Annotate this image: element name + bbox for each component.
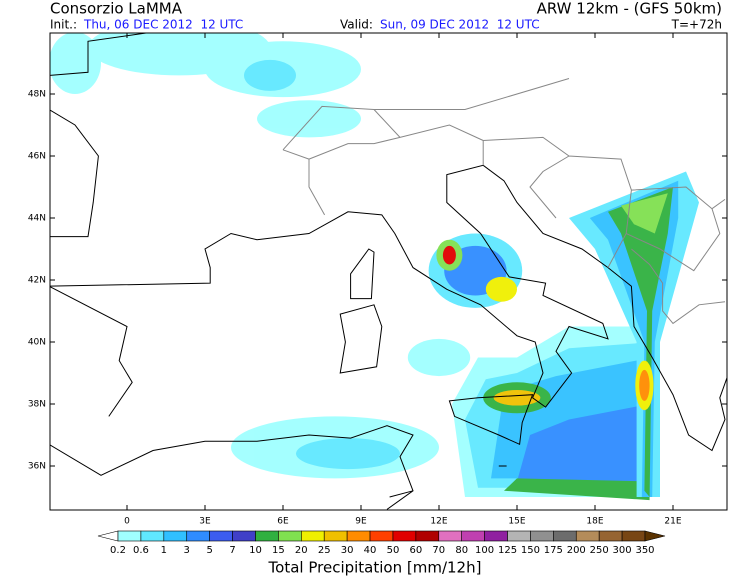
lon-label: 3E xyxy=(199,517,211,527)
colorbar-swatch xyxy=(186,530,210,542)
colorbar-label: 25 xyxy=(318,545,331,556)
colorbar-swatch xyxy=(301,530,325,542)
colorbar-label: 350 xyxy=(635,545,654,556)
colorbar-swatch xyxy=(484,530,508,542)
map-frame xyxy=(49,32,728,511)
colorbar-label: 15 xyxy=(272,545,285,556)
colorbar-label: 125 xyxy=(498,545,517,556)
colorbar: 0.2 0.6 1 3 5 7 10 15 20 25 30 40 50 60 70 80 100 125 150 1… xyxy=(97,530,666,556)
map-axes: 36N 38N 40N 42N 44N 46N 48N 0 3E 6E 9E 12E 15E 18E 21E xyxy=(28,33,727,527)
lon-label: 21E xyxy=(664,517,681,527)
colorbar-swatch xyxy=(438,530,462,542)
lon-label: 18E xyxy=(586,517,603,527)
lon-label: 15E xyxy=(508,517,525,527)
lat-label: 42N xyxy=(28,276,46,286)
model: ARW 12km - (GFS 50km) xyxy=(537,0,722,18)
colorbar-swatch xyxy=(415,530,440,542)
colorbar-label: 80 xyxy=(455,545,468,556)
init-label: Init.: xyxy=(50,18,77,32)
colorbar-label: 150 xyxy=(521,545,540,556)
map-geo xyxy=(50,33,728,510)
colorbar-swatch xyxy=(117,530,142,542)
colorbar-swatch xyxy=(255,530,279,542)
colorbar-swatch xyxy=(369,530,394,542)
lon-label: 12E xyxy=(430,517,447,527)
lat-label: 48N xyxy=(28,90,46,100)
colorbar-swatch xyxy=(598,530,623,542)
colorbar-swatch xyxy=(553,530,577,542)
valid-label: Valid: xyxy=(340,18,373,32)
lat-label: 46N xyxy=(28,152,46,162)
colorbar-label: 60 xyxy=(410,545,423,556)
colorbar-swatch xyxy=(209,530,233,542)
precip xyxy=(50,33,699,501)
colorbar-label: 70 xyxy=(432,545,445,556)
lead-time: T=+72h xyxy=(671,18,722,32)
init-time: Thu, 06 DEC 2012 12 UTC xyxy=(83,18,243,32)
colorbar-label: 300 xyxy=(613,545,632,556)
colorbar-label: 30 xyxy=(341,545,354,556)
colorbar-under xyxy=(97,530,119,542)
colorbar-swatch xyxy=(461,530,485,542)
title: Consorzio LaMMA xyxy=(50,0,183,18)
colorbar-swatch xyxy=(392,530,417,542)
colorbar-over xyxy=(644,530,666,542)
colorbar-swatch xyxy=(323,530,348,542)
colorbar-swatch xyxy=(575,530,600,542)
colorbar-label: 20 xyxy=(295,545,308,556)
colorbar-label: 0.2 xyxy=(110,545,126,556)
colorbar-swatch xyxy=(530,530,554,542)
colorbar-label: 175 xyxy=(544,545,563,556)
colorbar-swatch xyxy=(140,530,165,542)
colorbar-label: 100 xyxy=(475,545,494,556)
colorbar-swatch xyxy=(346,530,371,542)
lon-label: 9E xyxy=(355,517,367,527)
valid-time: Sun, 09 DEC 2012 12 UTC xyxy=(380,18,540,32)
lon-label: 6E xyxy=(277,517,289,527)
colorbar-swatch xyxy=(507,530,531,542)
lon-label: 0 xyxy=(124,517,130,527)
colorbar-swatch xyxy=(621,530,646,542)
colorbar-label: 40 xyxy=(364,545,377,556)
colorbar-label: 250 xyxy=(590,545,609,556)
colorbar-label: 200 xyxy=(567,545,586,556)
colorbar-title: Total Precipitation [mm/12h] xyxy=(268,559,482,577)
colorbar-label: 7 xyxy=(229,545,235,556)
colorbar-swatch xyxy=(232,530,256,542)
lat-label: 44N xyxy=(28,214,46,224)
colorbar-label: 5 xyxy=(206,545,212,556)
colorbar-swatch xyxy=(278,530,302,542)
lat-label: 36N xyxy=(28,462,46,472)
map-area xyxy=(50,33,728,510)
lat-label: 38N xyxy=(28,400,46,410)
colorbar-label: 10 xyxy=(249,545,262,556)
lat-label: 40N xyxy=(28,338,46,348)
colorbar-label: 50 xyxy=(387,545,400,556)
colorbar-label: 1 xyxy=(161,545,167,556)
colorbar-label: 3 xyxy=(184,545,190,556)
colorbar-label: 0.6 xyxy=(133,545,149,556)
colorbar-swatch xyxy=(163,530,188,542)
